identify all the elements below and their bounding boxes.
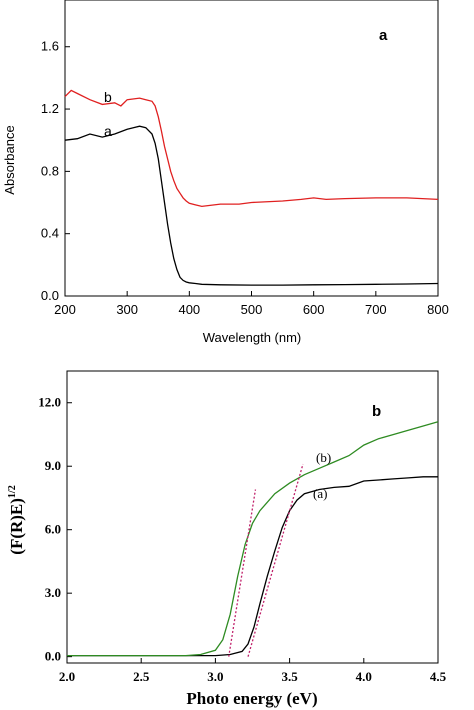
panel-b-x-axis-title: Photo energy (eV) [186,689,317,708]
curve-label-a: a [104,123,112,139]
curve-label-b: b [104,89,112,105]
y-tick-label: 1.6 [41,39,59,54]
x-tick-label: 200 [54,302,76,317]
x-tick-label: 3.0 [207,669,223,684]
y-tick-label: 9.0 [45,458,61,473]
panel-b-frame [66,370,439,664]
x-tick-label: 800 [427,302,449,317]
curve-label-a-panel-b: (a) [313,486,327,501]
x-tick-label: 300 [116,302,138,317]
y-tick-label: 6.0 [45,522,61,537]
tangent-line-1 [247,463,304,657]
y-tick-label: 3.0 [45,585,61,600]
x-tick-label: 500 [241,302,263,317]
panel-b-y-axis-title: (F(R)E)1/2 [7,485,26,554]
y-tick-label: 0.4 [41,226,59,241]
panel-a-frame [64,0,439,297]
x-tick-label: 600 [303,302,325,317]
x-tick-label: 2.5 [133,669,150,684]
panel-b-ticks: 2.0 2.5 3.0 3.5 4.0 4.5 0.0 3.0 6.0 9.0 12.0 [38,395,446,684]
panel-a-y-axis-title: Absorbance [2,125,17,194]
y-tick-label: 0.0 [45,649,61,664]
y-tick-label: 12.0 [38,395,61,410]
curve-label-b-panel-b: (b) [316,450,331,465]
panel-a-absorbance-chart: 200 300 400 500 600 700 800 0.0 0.4 0.8 1.2 1.6 a b… [2,0,449,345]
panel-a-letter: a [379,27,388,44]
tangent-line-0 [228,489,257,657]
x-tick-label: 700 [365,302,387,317]
series-line-1 [64,89,439,208]
panel-b-y-axis-title-sup: 1/2 [7,485,18,498]
panel-b-letter: b [372,403,381,420]
series-line-1 [67,421,439,657]
y-tick-label: 0.8 [41,163,59,178]
x-tick-label: 4.5 [430,669,447,684]
series-line-0 [67,476,438,657]
series-line-0 [64,125,439,286]
x-tick-label: 2.0 [59,669,75,684]
panel-b-tauc-chart: 2.0 2.5 3.0 3.5 4.0 4.5 0.0 3.0 6.0 9.0 12.0 b (b)… [7,370,447,708]
panel-b-y-axis-title-main: (F(R)E) [7,498,26,555]
y-tick-label: 0.0 [41,288,59,303]
panel-b-curves [67,421,439,657]
panel-a-ticks: 200 300 400 500 600 700 800 0.0 0.4 0.8 1.2 1.6 [41,39,449,317]
panel-b-y-axis-title-group: (F(R)E)1/2 [7,485,26,554]
y-tick-label: 1.2 [41,101,59,116]
x-tick-label: 4.0 [356,669,372,684]
panel-a-x-axis-title: Wavelength (nm) [203,330,302,345]
x-tick-label: 400 [178,302,200,317]
x-tick-label: 3.5 [281,669,298,684]
panel-a-curves [64,89,439,286]
